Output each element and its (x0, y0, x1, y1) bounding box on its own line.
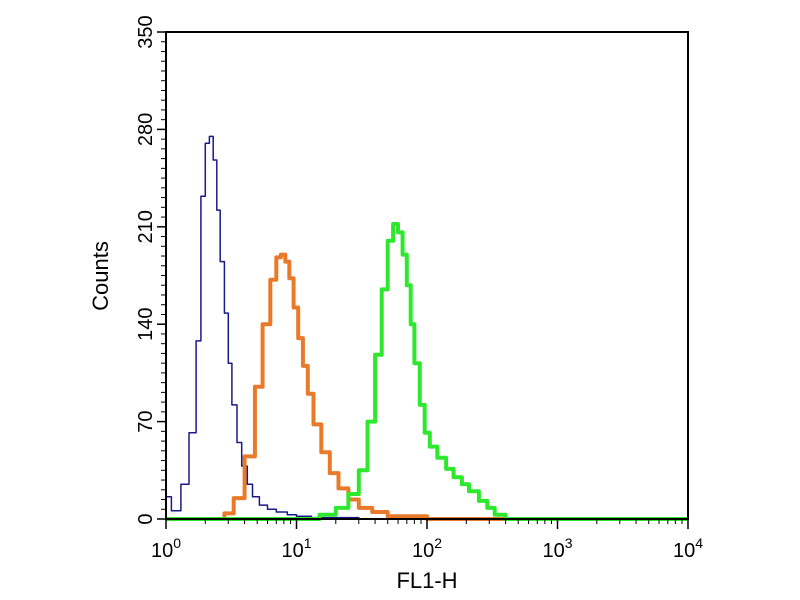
y-axis-title: Counts (88, 241, 113, 311)
y-tick-label: 210 (135, 210, 157, 243)
y-tick-label: 0 (135, 513, 157, 524)
y-tick-label: 350 (135, 15, 157, 48)
x-tick-label: 100 (151, 535, 181, 562)
y-tick-label: 70 (135, 410, 157, 432)
plot-frame (165, 31, 689, 520)
x-tick-label: 103 (542, 535, 572, 562)
x-axis-title: FL1-H (396, 568, 457, 593)
series-line-1 (166, 135, 688, 520)
series-line-2 (166, 252, 688, 521)
y-tick-label: 280 (135, 113, 157, 146)
y-tick-label: 140 (135, 308, 157, 341)
tick-label-layer: 0 70 140 210 280 350 100 101 102 103 104 (135, 15, 703, 562)
tick-layer (157, 31, 689, 529)
x-tick-label: 102 (412, 535, 442, 562)
x-tick-label: 104 (673, 535, 703, 562)
x-tick-label: 101 (281, 535, 311, 562)
series-layer (166, 135, 688, 521)
series-line-3 (166, 222, 688, 521)
